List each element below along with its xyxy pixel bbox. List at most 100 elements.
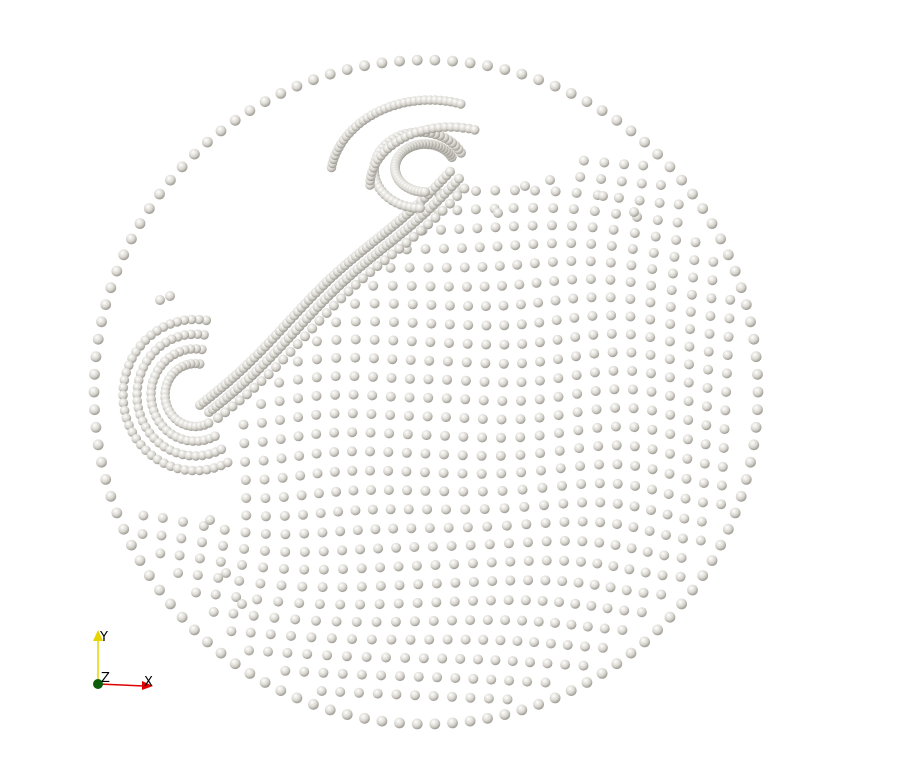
particle bbox=[619, 605, 630, 616]
particle bbox=[401, 237, 412, 248]
particle bbox=[441, 262, 452, 273]
particle bbox=[404, 392, 415, 403]
particle bbox=[672, 217, 683, 228]
particle bbox=[436, 224, 446, 235]
particle bbox=[529, 258, 540, 269]
particle bbox=[219, 524, 230, 535]
particle bbox=[234, 575, 245, 586]
particle bbox=[703, 346, 714, 357]
particle bbox=[393, 561, 404, 572]
particle bbox=[376, 670, 387, 681]
particle bbox=[447, 55, 458, 67]
particle bbox=[407, 317, 418, 328]
particle bbox=[567, 274, 578, 285]
particle bbox=[241, 493, 252, 503]
particle bbox=[676, 174, 687, 186]
particle bbox=[626, 260, 637, 271]
particle bbox=[533, 698, 544, 710]
particle bbox=[450, 673, 461, 683]
particle bbox=[121, 367, 131, 378]
particle bbox=[385, 410, 396, 420]
particle bbox=[292, 356, 303, 367]
particle bbox=[273, 596, 284, 607]
particle bbox=[721, 368, 732, 379]
particle bbox=[154, 188, 165, 200]
particle bbox=[477, 432, 488, 443]
particle bbox=[462, 338, 473, 349]
particle bbox=[465, 615, 476, 626]
particle bbox=[720, 405, 731, 416]
particle bbox=[626, 543, 637, 554]
particle bbox=[540, 677, 551, 688]
particle bbox=[500, 615, 511, 626]
particle bbox=[606, 240, 617, 251]
particle bbox=[481, 320, 492, 331]
particle bbox=[659, 550, 670, 561]
particle bbox=[493, 208, 503, 218]
particle bbox=[490, 222, 501, 233]
particle bbox=[226, 626, 237, 637]
particle bbox=[535, 448, 546, 459]
particle bbox=[509, 185, 520, 196]
particle bbox=[729, 507, 741, 519]
particle bbox=[515, 299, 526, 310]
particle bbox=[573, 425, 584, 436]
particle bbox=[370, 524, 381, 535]
particle bbox=[677, 533, 688, 544]
particle bbox=[581, 96, 593, 107]
particle bbox=[366, 485, 376, 495]
particle bbox=[350, 316, 361, 327]
particle bbox=[680, 493, 691, 504]
particle bbox=[575, 171, 586, 182]
particle bbox=[418, 653, 429, 664]
particle bbox=[646, 386, 657, 397]
particle bbox=[337, 668, 348, 679]
particle bbox=[426, 299, 437, 310]
particle bbox=[619, 159, 630, 170]
particle bbox=[403, 410, 414, 421]
particle bbox=[669, 251, 680, 262]
particle bbox=[419, 467, 430, 478]
particle bbox=[443, 281, 454, 292]
particle bbox=[424, 634, 435, 645]
particle bbox=[588, 329, 599, 340]
particle bbox=[276, 580, 287, 591]
particle bbox=[533, 616, 544, 627]
particle bbox=[89, 404, 100, 416]
particle bbox=[646, 368, 656, 379]
particle bbox=[683, 377, 694, 388]
particle bbox=[411, 560, 422, 571]
particle bbox=[479, 376, 490, 387]
particle bbox=[299, 546, 310, 557]
particle bbox=[609, 384, 620, 395]
particle bbox=[519, 501, 530, 512]
particle bbox=[517, 358, 527, 369]
particle bbox=[640, 567, 651, 578]
particle bbox=[516, 377, 527, 388]
particle bbox=[576, 556, 586, 567]
y-axis-label: Y bbox=[99, 630, 108, 645]
particle bbox=[121, 413, 132, 423]
particle bbox=[244, 105, 256, 116]
particle bbox=[570, 332, 581, 342]
particle bbox=[612, 459, 623, 470]
particle bbox=[174, 550, 185, 561]
particle bbox=[636, 607, 647, 618]
particle bbox=[227, 401, 238, 412]
particle bbox=[311, 409, 322, 420]
particle bbox=[592, 422, 603, 433]
particle bbox=[687, 584, 698, 596]
particle bbox=[596, 105, 608, 116]
particle bbox=[383, 485, 394, 495]
particle bbox=[242, 389, 252, 400]
particle bbox=[586, 600, 597, 611]
particle bbox=[442, 634, 453, 645]
particle bbox=[406, 280, 417, 291]
particle bbox=[402, 429, 413, 440]
particle bbox=[480, 358, 491, 369]
particle bbox=[437, 653, 448, 664]
particle bbox=[560, 659, 571, 670]
particle bbox=[292, 339, 303, 350]
